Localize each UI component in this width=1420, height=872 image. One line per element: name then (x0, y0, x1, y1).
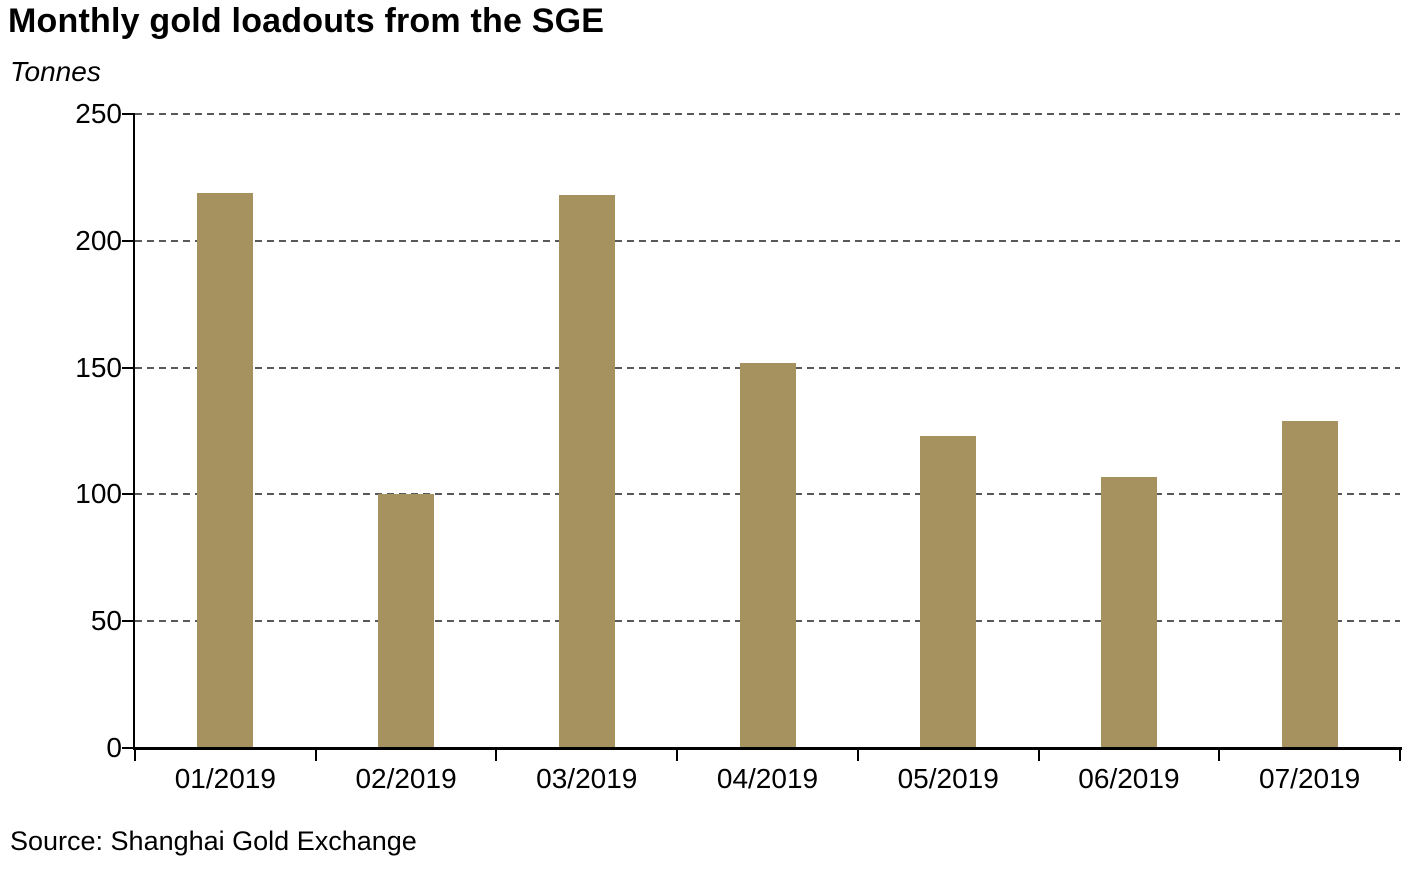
bar-05-2019 (920, 436, 977, 748)
x-axis-label-02-2019: 02/2019 (355, 763, 457, 794)
x-tick-boundary-2 (495, 750, 498, 761)
y-axis-label-50: 50 (90, 605, 122, 637)
bar-04-2019 (739, 362, 796, 748)
bar-03-2019 (558, 195, 615, 748)
x-axis-label-01-2019: 01/2019 (174, 763, 276, 794)
bar-07-2019 (1281, 420, 1338, 748)
chart-title: Monthly gold loadouts from the SGE (8, 2, 605, 40)
x-tick-boundary-6 (1218, 750, 1221, 761)
y-tick-100 (122, 493, 133, 496)
x-axis-label-05-2019: 05/2019 (897, 763, 999, 794)
x-axis-label-04-2019: 04/2019 (716, 763, 819, 794)
y-axis-label-100: 100 (75, 478, 122, 510)
y-axis-label-250: 250 (75, 98, 122, 129)
x-tick-boundary-5 (1037, 750, 1040, 761)
x-axis-label-03-2019: 03/2019 (536, 763, 638, 794)
y-tick-0 (122, 747, 133, 749)
y-tick-50 (122, 620, 133, 623)
y-axis-line (133, 113, 135, 750)
gridline-200 (135, 239, 1400, 242)
x-tick-boundary-0 (134, 750, 136, 761)
x-tick-boundary-1 (314, 750, 317, 761)
y-axis-label-0: 0 (106, 732, 122, 763)
y-axis-unit-label: Tonnes (10, 56, 101, 87)
bar-01-2019 (197, 192, 254, 748)
source-note: Source: Shanghai Gold Exchange (10, 826, 417, 856)
bar-02-2019 (378, 494, 435, 748)
x-axis-label-07-2019: 07/2019 (1259, 763, 1361, 794)
bar-06-2019 (1100, 476, 1157, 748)
x-axis-label-06-2019: 06/2019 (1078, 763, 1180, 794)
plot-area (122, 113, 1402, 761)
x-tick-boundary-4 (856, 750, 859, 761)
y-axis-label-150: 150 (75, 351, 122, 383)
x-tick-boundary-7 (1399, 750, 1401, 761)
y-axis-label-200: 200 (75, 224, 122, 256)
y-tick-200 (122, 239, 133, 242)
y-tick-250 (122, 113, 133, 115)
y-tick-150 (122, 366, 133, 369)
x-axis-line (133, 747, 1402, 750)
gridline-250 (135, 113, 1400, 115)
x-tick-boundary-3 (676, 750, 679, 761)
